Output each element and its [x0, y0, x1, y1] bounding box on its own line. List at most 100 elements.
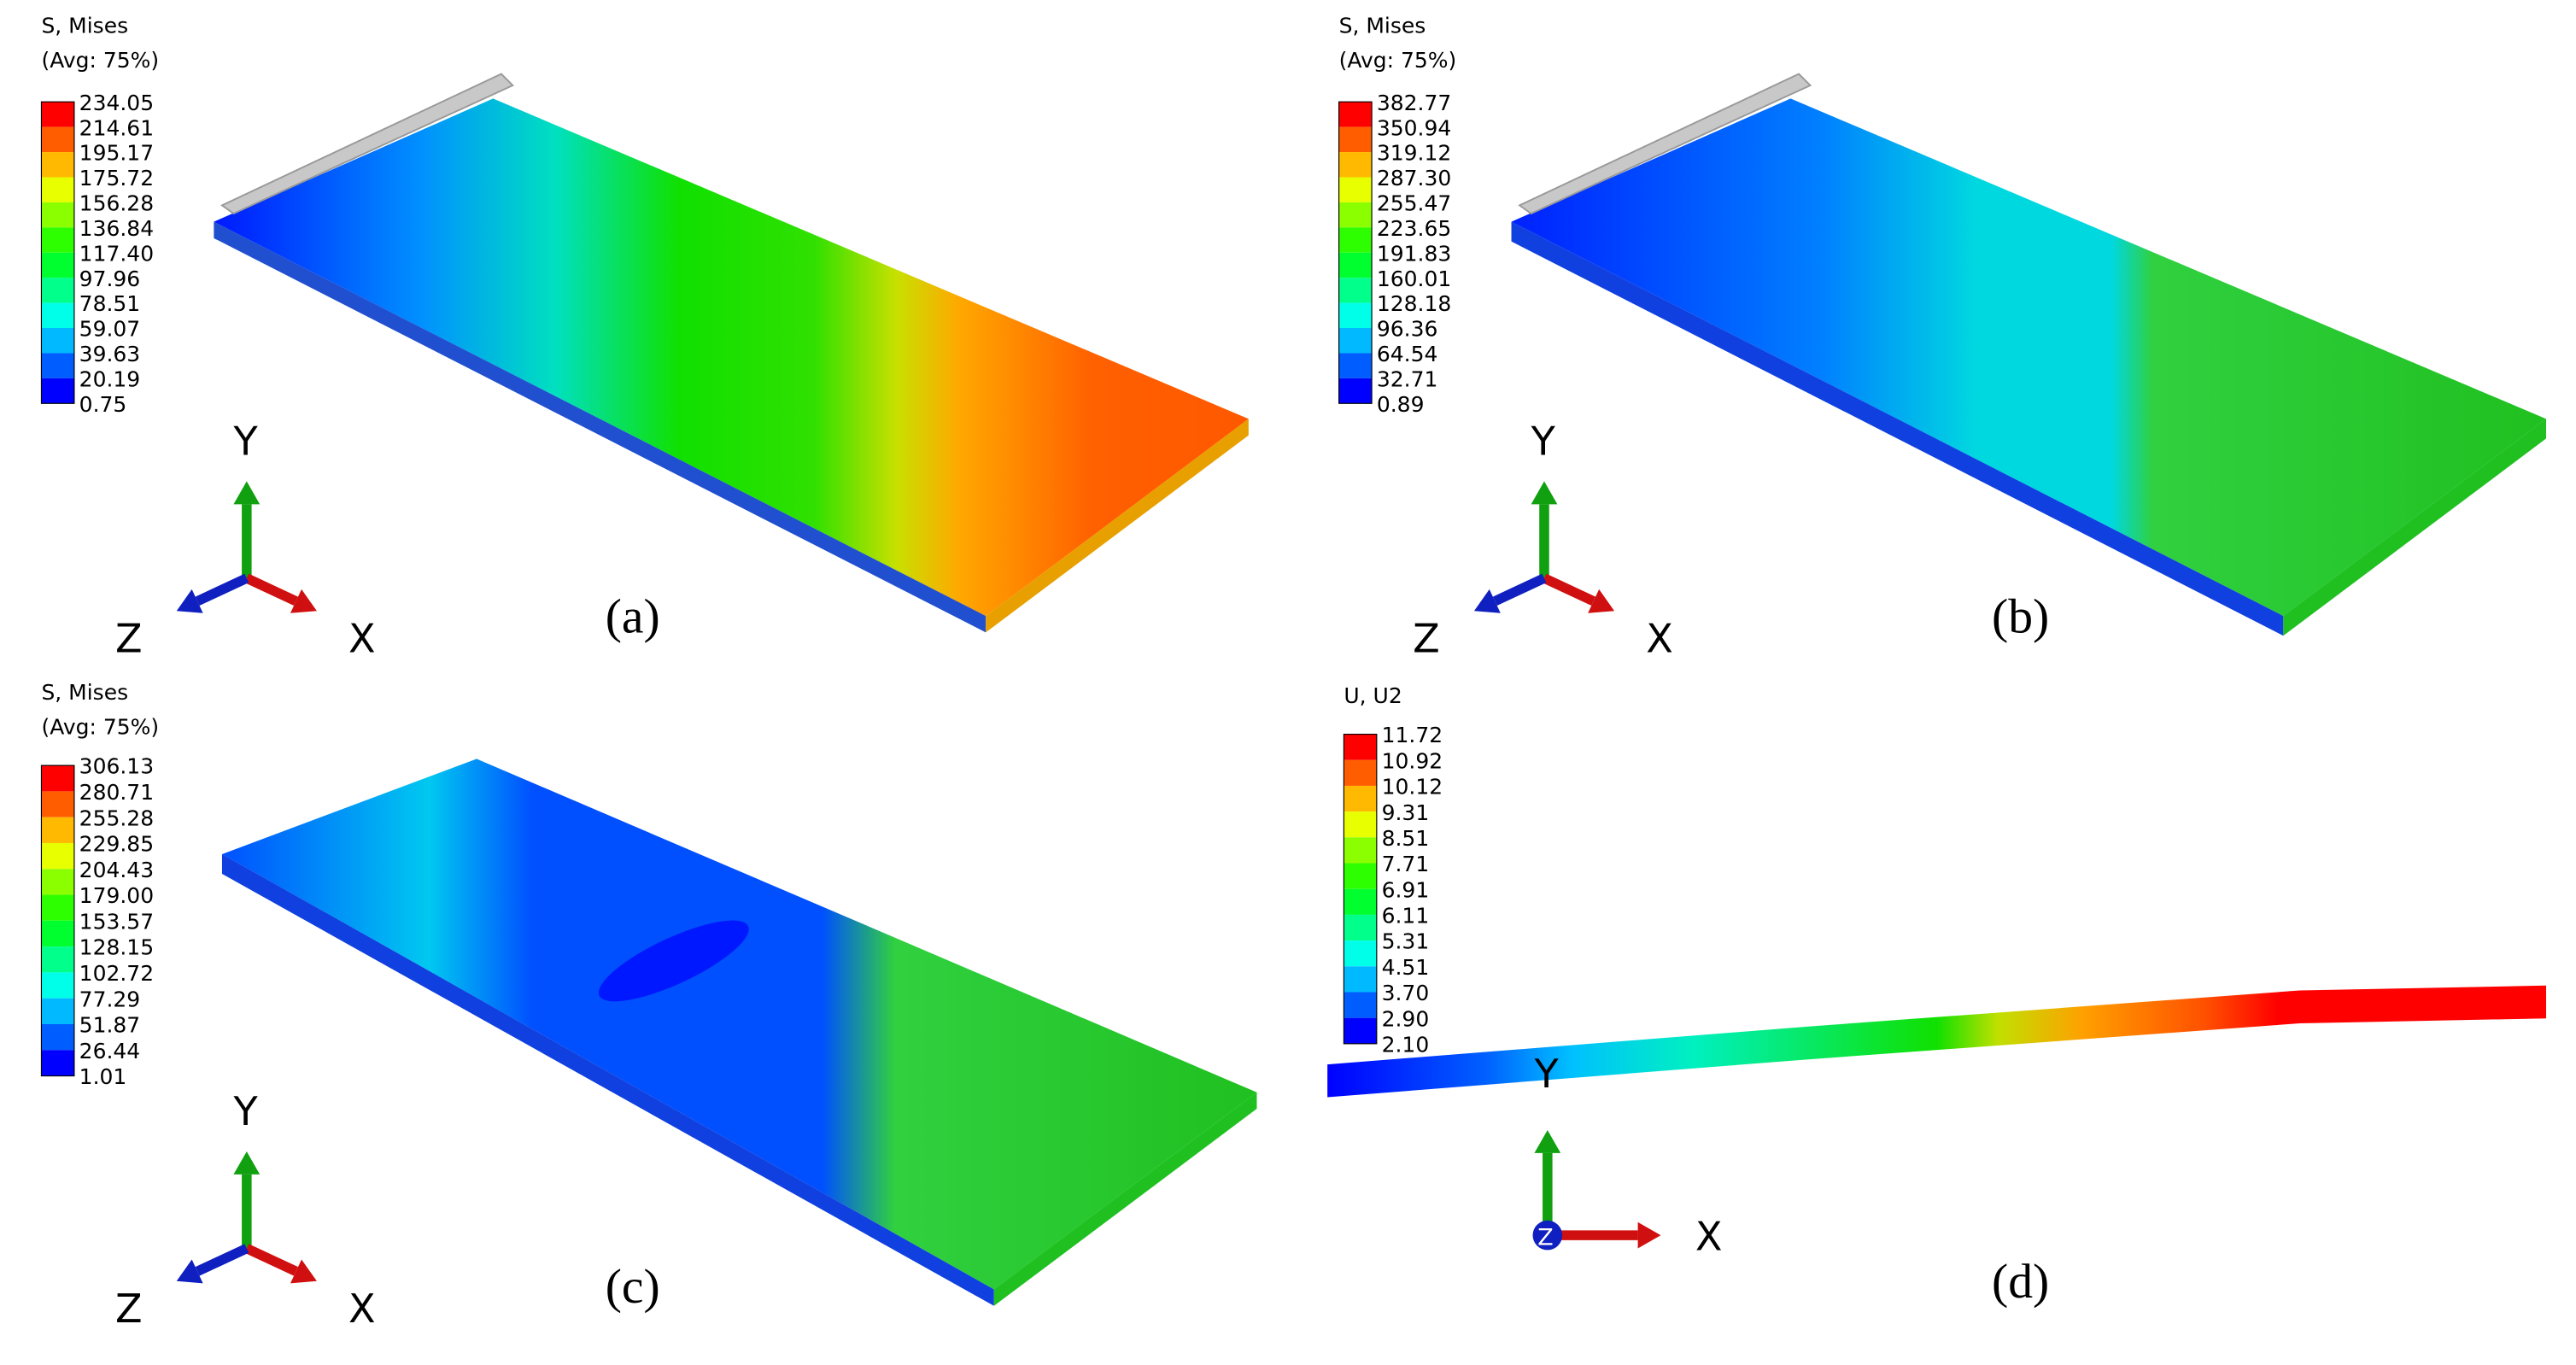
legend-swatch [41, 791, 74, 817]
legend-swatch [41, 328, 74, 354]
legend-value: 195.17 [79, 141, 154, 166]
legend-swatch [1338, 102, 1373, 127]
legend-value: 20.19 [79, 366, 141, 391]
legend-swatch [41, 378, 74, 404]
legend-value: 5.31 [1382, 929, 1430, 954]
triad-axis [244, 1244, 298, 1276]
triad-arrowhead [290, 589, 317, 613]
legend-value: 59.07 [79, 317, 141, 342]
legend-title: U, U2 [1344, 683, 1402, 708]
legend-swatch [1338, 252, 1373, 278]
legend-value: 97.96 [79, 267, 141, 291]
legend-value: 2.10 [1382, 1032, 1430, 1057]
legend-value: 179.00 [79, 883, 154, 908]
legend-swatch [41, 998, 74, 1024]
legend-value: 319.12 [1377, 141, 1451, 166]
legend-value: 280.71 [79, 780, 154, 805]
legend-value: 350.94 [1377, 115, 1451, 140]
axis-label-z: Z [1413, 615, 1440, 661]
triad-arrowhead [176, 589, 203, 613]
legend-swatch [41, 278, 74, 303]
legend-value: 96.36 [1377, 317, 1438, 342]
legend-value: 382.77 [1377, 91, 1451, 115]
legend-value: 128.18 [1377, 291, 1451, 316]
legend-value: 8.51 [1382, 826, 1430, 851]
legend-value: 102.72 [79, 961, 154, 986]
legend-title: (Avg: 75%) [41, 715, 159, 740]
model-b [1511, 73, 2547, 636]
legend-value: 175.72 [79, 166, 154, 190]
legend-value: 214.61 [79, 115, 154, 140]
triad-arrowhead [176, 1259, 203, 1284]
legend-swatch [41, 353, 74, 378]
legend-swatch [1344, 914, 1377, 941]
triad-arrowhead [1588, 589, 1615, 613]
axis-label-x: X [1646, 615, 1673, 661]
legend-value: 160.01 [1377, 267, 1451, 291]
triad-arrowhead [1473, 589, 1501, 613]
legend-title: (Avg: 75%) [1339, 48, 1457, 73]
legend-frame [40, 101, 75, 404]
legend-value: 153.57 [79, 909, 154, 934]
legend-swatch [41, 894, 74, 921]
legend-value: 204.43 [79, 858, 154, 882]
legend-value: 6.11 [1382, 904, 1430, 929]
triad-arrowhead [1531, 481, 1558, 505]
triad-axis [244, 573, 298, 606]
legend-value: 306.13 [79, 754, 154, 779]
legend-swatch [1344, 940, 1377, 967]
triad-z [1532, 1220, 1563, 1251]
legend-swatch [1344, 785, 1377, 812]
legend-value: 26.44 [79, 1039, 141, 1063]
axis-label-x: X [1695, 1213, 1723, 1259]
axis-label-x: X [348, 1286, 376, 1332]
legend-swatch [41, 972, 74, 999]
legend-value: 234.05 [79, 91, 154, 115]
legend-frame [40, 765, 75, 1077]
legend-value: 255.47 [1377, 191, 1451, 216]
legend-value: 4.51 [1382, 955, 1430, 980]
legend-swatch [41, 202, 74, 228]
legend-value: 255.28 [79, 806, 154, 830]
legend-swatch [1344, 888, 1377, 915]
legend-value: 78.51 [79, 291, 141, 316]
panel-label: (b) [1992, 589, 2049, 643]
triad-arrowhead [233, 1151, 261, 1175]
legend-value: 7.71 [1382, 852, 1430, 876]
legend-swatch [41, 1050, 74, 1076]
legend-title: (Avg: 75%) [41, 48, 159, 73]
legend-value: 3.70 [1382, 981, 1430, 1005]
panel-label: (d) [1992, 1255, 2049, 1309]
legend-frame [1343, 733, 1378, 1045]
legend-value: 1.01 [79, 1064, 127, 1089]
legend-value: 229.85 [79, 832, 154, 857]
legend-value: 0.75 [79, 392, 127, 417]
axis-label-x: X [348, 615, 376, 661]
legend-value: 10.12 [1382, 775, 1443, 800]
panel-label: (a) [606, 589, 660, 643]
legend-swatch [1344, 992, 1377, 1018]
legend-swatch [1338, 227, 1373, 253]
legend-swatch [1344, 966, 1377, 993]
legend-value: 32.71 [1377, 366, 1438, 391]
triad-axis [195, 573, 249, 606]
legend-title: S, Mises [41, 13, 128, 38]
legend-title: S, Mises [41, 680, 128, 705]
legend-value: 0.89 [1377, 392, 1425, 417]
legend-swatch [41, 1023, 74, 1051]
legend-value: 223.65 [1377, 216, 1451, 241]
legend-swatch [41, 152, 74, 178]
triad-arrowhead [1534, 1130, 1561, 1153]
legend-value: 2.90 [1382, 1006, 1430, 1031]
legend-value: 117.40 [79, 241, 154, 266]
legend-swatch [41, 126, 74, 153]
legend-swatch [41, 946, 74, 973]
model-d [1327, 985, 2547, 1098]
legend-value: 156.28 [79, 191, 154, 216]
legend-value: 128.15 [79, 935, 154, 960]
axis-label-z: Z [115, 1286, 143, 1332]
legend-value: 9.31 [1382, 800, 1430, 825]
legend-value: 77.29 [79, 987, 141, 1011]
triad-axis [195, 1244, 249, 1276]
